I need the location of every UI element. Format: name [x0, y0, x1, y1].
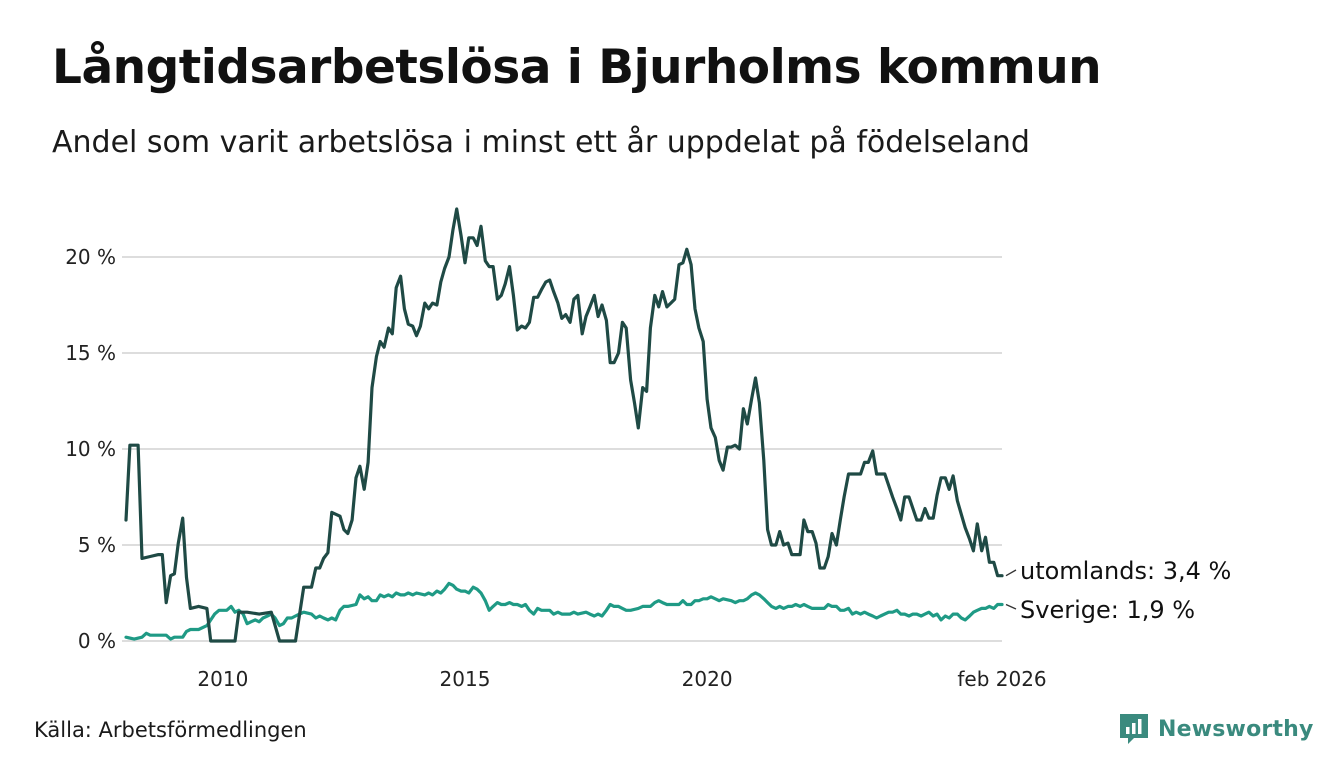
- line-chart: 0 %5 %10 %15 %20 % 2010 2015 2020 feb 2026 …: [65, 207, 1231, 691]
- series-line-sverige: [124, 581, 1004, 641]
- newsworthy-icon: [1120, 714, 1148, 744]
- y-tick-label: 10 %: [65, 437, 116, 461]
- series-line-utomlands: [124, 207, 1004, 643]
- brand-name: Newsworthy: [1158, 716, 1314, 742]
- x-tick-label: 2020: [682, 667, 733, 691]
- series-end-label-sverige: Sverige: 1,9 %: [1020, 596, 1195, 624]
- label-connector: [1005, 603, 1017, 610]
- chart-title: Långtidsarbetslösa i Bjurholms kommun: [52, 40, 1102, 95]
- y-tick-label: 5 %: [78, 533, 116, 557]
- series-end-labels: utomlands: 3,4 % Sverige: 1,9 %: [1005, 557, 1231, 624]
- y-tick-label: 15 %: [65, 341, 116, 365]
- chart-subtitle: Andel som varit arbetslösa i minst ett å…: [52, 125, 1030, 160]
- y-axis: 0 % 5 % 10 % 15 % 20 %: [65, 245, 116, 653]
- x-tick-label: feb 2026: [957, 667, 1046, 691]
- newsworthy-logo[interactable]: Newsworthy: [1118, 712, 1314, 746]
- label-connector: [1005, 569, 1017, 577]
- x-axis: 2010 2015 2020 feb 2026: [197, 667, 1046, 691]
- series-end-label-utomlands: utomlands: 3,4 %: [1020, 557, 1231, 585]
- y-tick-label: 0 %: [78, 629, 116, 653]
- y-tick-label: 20 %: [65, 245, 116, 269]
- x-tick-label: 2010: [197, 667, 248, 691]
- x-tick-label: 2015: [440, 667, 491, 691]
- series-lines: [124, 207, 1004, 643]
- source-note: Källa: Arbetsförmedlingen: [34, 718, 307, 742]
- grid-lines: [122, 256, 1002, 642]
